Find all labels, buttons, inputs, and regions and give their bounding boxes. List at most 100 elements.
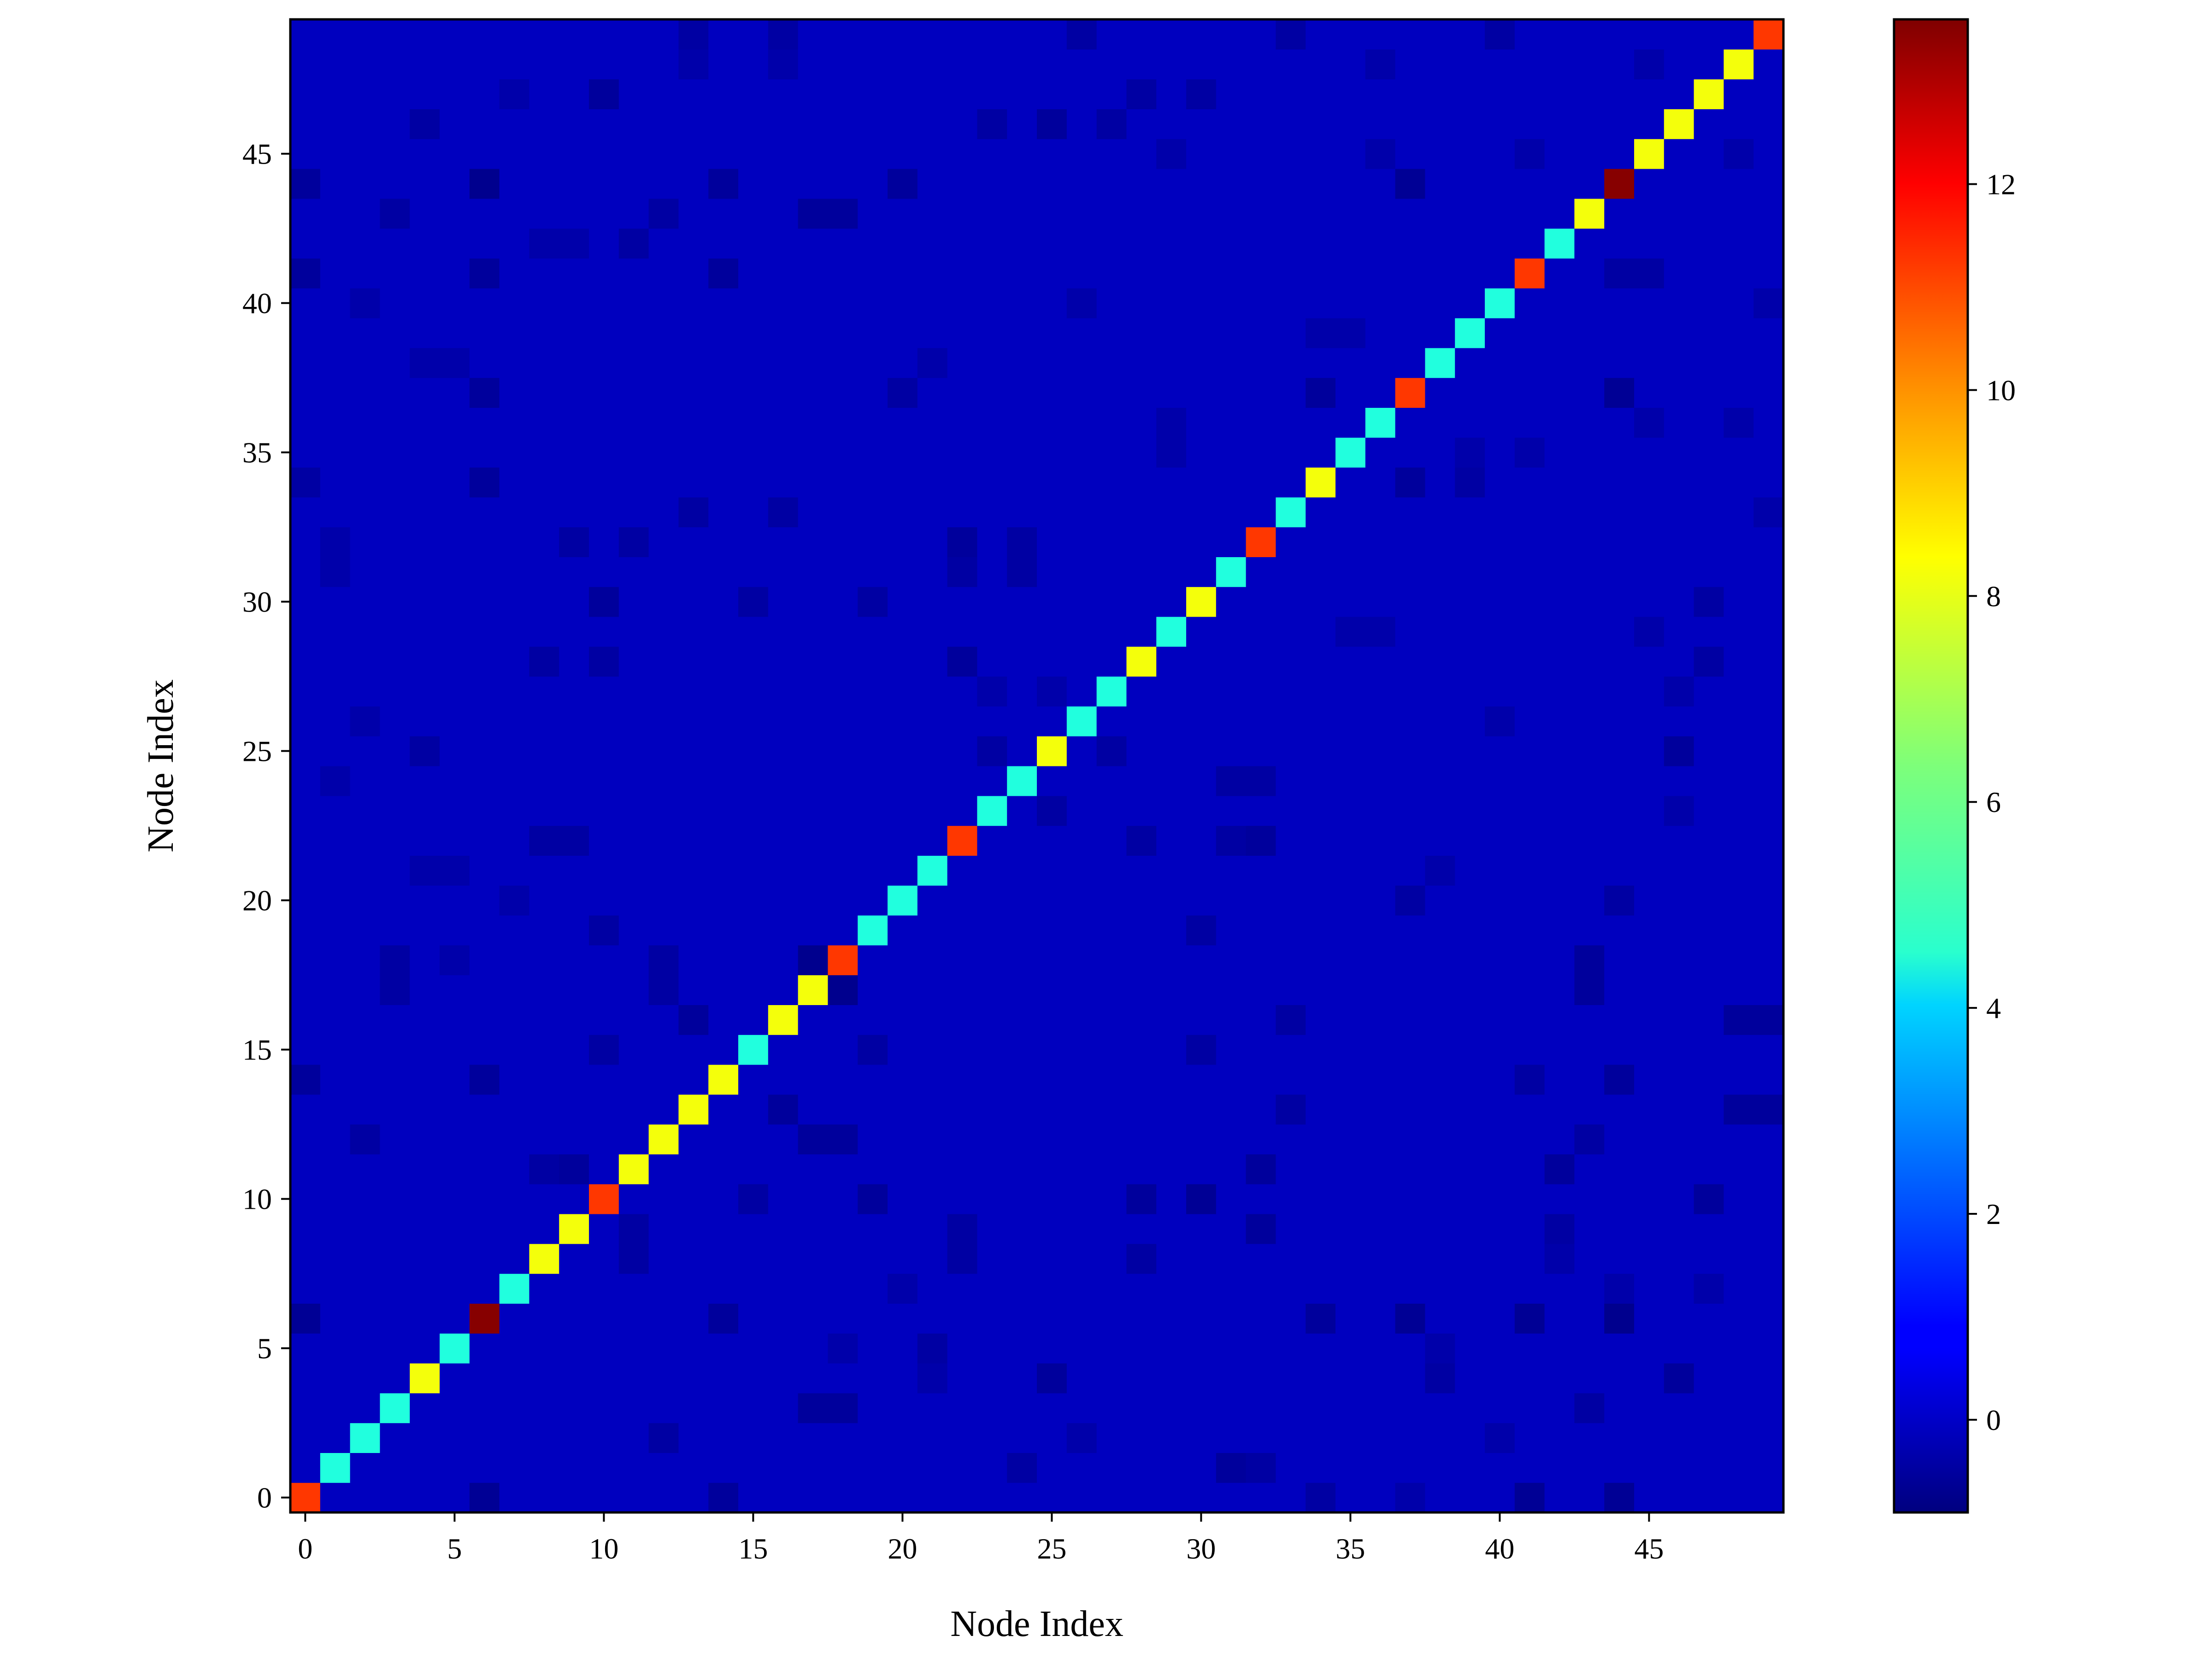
heatmap-cell — [1544, 1094, 1575, 1125]
heatmap-cell — [1126, 198, 1157, 229]
heatmap-cell — [888, 1184, 918, 1214]
heatmap-cell — [380, 1483, 410, 1513]
heatmap-cell — [1485, 795, 1515, 826]
heatmap-cell — [977, 437, 1007, 468]
heatmap-cell — [290, 437, 321, 468]
heatmap-cell — [858, 407, 888, 438]
heatmap-cell — [1007, 1243, 1037, 1274]
heatmap-cell — [977, 1094, 1007, 1125]
heatmap-cell — [708, 169, 739, 199]
heatmap-cell — [1126, 1065, 1157, 1095]
heatmap-cell — [320, 109, 351, 139]
heatmap-cell — [618, 646, 649, 677]
heatmap-cell — [1485, 1094, 1515, 1125]
heatmap-cell — [738, 915, 769, 946]
heatmap-cell — [1753, 1423, 1784, 1453]
heatmap-cell — [320, 139, 351, 169]
heatmap-cell — [1753, 1035, 1784, 1065]
heatmap-cell — [917, 1423, 948, 1453]
heatmap-cell — [1724, 228, 1754, 259]
heatmap-cell — [917, 109, 948, 139]
heatmap-cell — [1365, 1184, 1396, 1214]
heatmap-cell — [440, 706, 470, 736]
heatmap-cell — [1066, 198, 1097, 229]
heatmap-cell — [1574, 617, 1605, 647]
heatmap-cell — [559, 617, 589, 647]
heatmap-cell — [798, 1124, 828, 1154]
heatmap-cell — [290, 1393, 321, 1424]
heatmap-cell — [440, 795, 470, 826]
heatmap-cell — [738, 1154, 769, 1184]
heatmap-cell — [1694, 79, 1724, 109]
heatmap-cell — [1395, 795, 1425, 826]
heatmap-cell — [977, 79, 1007, 109]
heatmap-cell — [1604, 1124, 1635, 1154]
heatmap-cell — [917, 1393, 948, 1424]
heatmap-cell — [828, 1453, 858, 1483]
heatmap-cell — [798, 1035, 828, 1065]
heatmap-cell — [1306, 1483, 1336, 1513]
heatmap-cell — [1156, 855, 1187, 886]
heatmap-cell — [1007, 437, 1037, 468]
heatmap-cell — [1306, 736, 1336, 766]
heatmap-cell — [1156, 1154, 1187, 1184]
heatmap-cell — [1485, 347, 1515, 378]
colorbar-tick-label: 2 — [1986, 1198, 2001, 1230]
heatmap-cell — [1007, 617, 1037, 647]
heatmap-cell — [589, 497, 619, 528]
heatmap-cell — [1724, 1243, 1754, 1274]
heatmap-cell — [1634, 736, 1665, 766]
heatmap-cell — [947, 1303, 977, 1334]
heatmap-cell — [1574, 1303, 1605, 1334]
heatmap-cell — [738, 1214, 769, 1244]
heatmap-cell — [708, 1303, 739, 1334]
heatmap-cell — [1126, 1243, 1157, 1274]
heatmap-cell — [1365, 795, 1396, 826]
heatmap-cell — [350, 975, 380, 1005]
heatmap-cell — [410, 347, 440, 378]
heatmap-cell — [1156, 1393, 1187, 1424]
heatmap-cell — [1544, 825, 1575, 856]
heatmap-cell — [648, 1483, 679, 1513]
heatmap-cell — [559, 347, 589, 378]
heatmap-cell — [1246, 1214, 1276, 1244]
heatmap-cell — [440, 467, 470, 498]
heatmap-cell — [1425, 587, 1455, 617]
heatmap-cell — [1007, 915, 1037, 946]
heatmap-cell — [828, 1035, 858, 1065]
heatmap-cell — [1216, 497, 1247, 528]
heatmap-cell — [1574, 407, 1605, 438]
heatmap-cell — [828, 915, 858, 946]
heatmap-cell — [350, 1303, 380, 1334]
heatmap-cell — [858, 1184, 888, 1214]
heatmap-cell — [828, 198, 858, 229]
heatmap-cell — [1544, 766, 1575, 796]
heatmap-cell — [1037, 377, 1067, 408]
heatmap-cell — [469, 49, 500, 80]
heatmap-cell — [648, 198, 679, 229]
heatmap-cell — [947, 945, 977, 976]
heatmap-cell — [1365, 1094, 1396, 1125]
heatmap-cell — [1395, 377, 1425, 408]
heatmap-cell — [678, 467, 709, 498]
heatmap-cell — [858, 288, 888, 318]
heatmap-cell — [828, 19, 858, 50]
heatmap-cell — [440, 407, 470, 438]
heatmap-cell — [917, 139, 948, 169]
heatmap-cell — [559, 587, 589, 617]
heatmap-cell — [1395, 1124, 1425, 1154]
heatmap-cell — [917, 1154, 948, 1184]
heatmap-cell — [589, 258, 619, 288]
heatmap-cell — [977, 1035, 1007, 1065]
heatmap-cell — [1544, 437, 1575, 468]
heatmap-cell — [648, 527, 679, 557]
heatmap-cell — [1604, 617, 1635, 647]
heatmap-cell — [1276, 258, 1306, 288]
heatmap-cell — [499, 915, 529, 946]
heatmap-cell — [977, 706, 1007, 736]
heatmap-cell — [648, 676, 679, 706]
heatmap-cell — [1604, 288, 1635, 318]
heatmap-cell — [559, 706, 589, 736]
heatmap-cell — [678, 407, 709, 438]
heatmap-cell — [1485, 1303, 1515, 1334]
